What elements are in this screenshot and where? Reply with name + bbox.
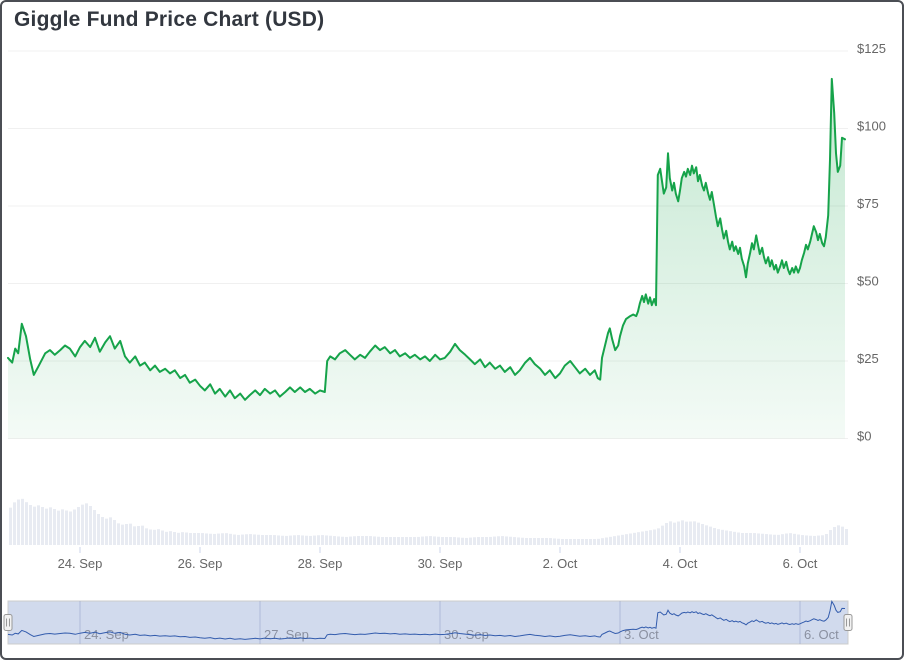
x-axis-labels: 24. Sep 26. Sep 28. Sep 30. Sep 2. Oct 4. Oct…	[58, 556, 818, 571]
y-tick-label: $50	[857, 274, 879, 289]
x-tick-label: 30. Sep	[418, 556, 463, 571]
navigator-mask[interactable]	[7, 600, 849, 645]
x-tick-label: 2. Oct	[543, 556, 578, 571]
navigator-tick-label: 24. Sep	[84, 627, 129, 642]
volume-bars	[9, 498, 848, 545]
y-tick-label: $25	[857, 351, 879, 366]
navigator-tick-label: 6. Oct	[804, 627, 839, 642]
y-tick-label: $100	[857, 119, 886, 134]
navigator-right-handle[interactable]	[843, 614, 853, 631]
y-tick-label: $0	[857, 429, 871, 444]
y-axis-labels: $0 $25 $50 $75 $100 $125	[857, 41, 886, 444]
price-line-series	[7, 77, 846, 401]
x-tick-label: 4. Oct	[663, 556, 698, 571]
navigator-left-handle[interactable]	[3, 614, 13, 631]
navigator-series-line	[7, 600, 846, 640]
x-tick-label: 28. Sep	[298, 556, 343, 571]
x-tick-label: 6. Oct	[783, 556, 818, 571]
x-tick-label: 26. Sep	[178, 556, 223, 571]
chart-title: Giggle Fund Price Chart (USD)	[14, 8, 325, 31]
navigator[interactable]: 24. Sep 27. Sep 30. Sep 3. Oct 6. Oct	[3, 600, 853, 645]
x-tick-label: 24. Sep	[58, 556, 103, 571]
x-axis-ticks	[79, 547, 801, 553]
price-area-fill	[8, 78, 845, 439]
y-tick-label: $125	[857, 41, 886, 56]
navigator-tick-label: 3. Oct	[624, 627, 659, 642]
y-tick-label: $75	[857, 196, 879, 211]
plot-area[interactable]	[8, 38, 848, 545]
navigator-tick-label: 27. Sep	[264, 627, 309, 642]
